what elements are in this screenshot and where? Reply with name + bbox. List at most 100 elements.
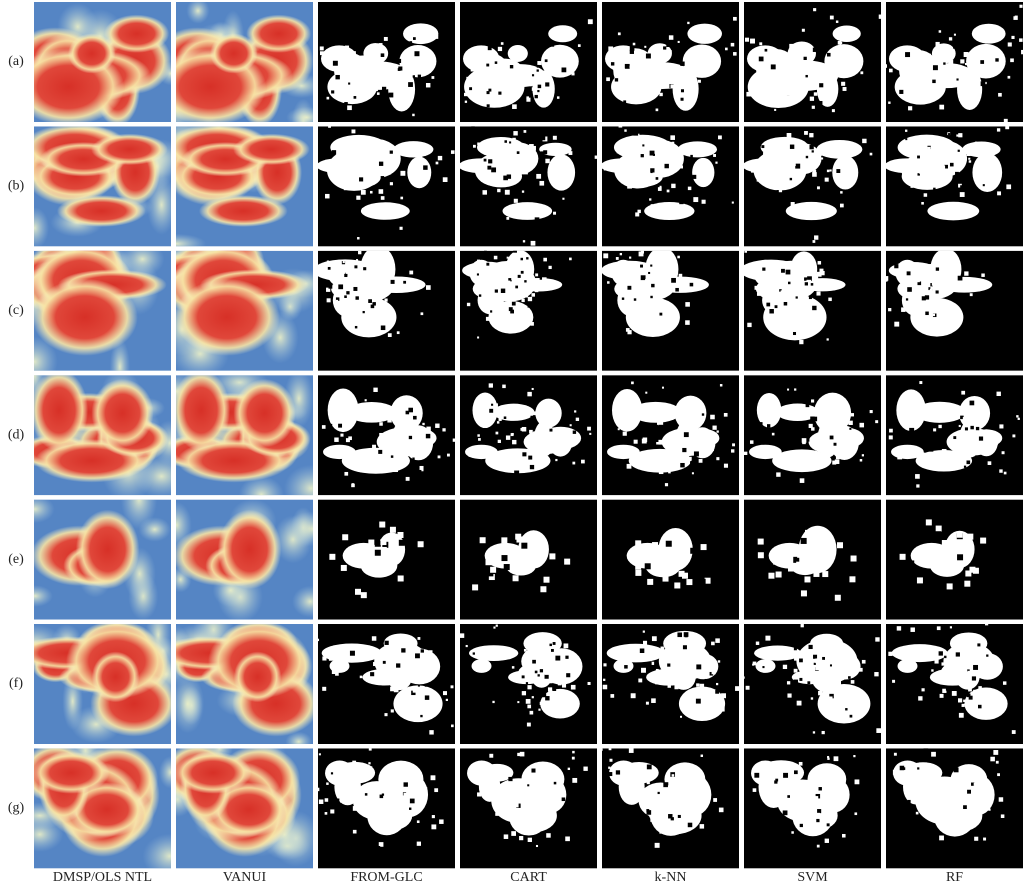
urban-pixel bbox=[862, 138, 867, 144]
urban-pixel bbox=[812, 47, 818, 52]
urban-pixel bbox=[988, 143, 991, 147]
urban-pixel bbox=[753, 406, 756, 410]
urban-pixel bbox=[730, 42, 735, 47]
urban-pixel bbox=[326, 298, 331, 303]
urban-pixel bbox=[783, 277, 788, 282]
urban-pixel bbox=[493, 626, 496, 629]
urban-pixel bbox=[522, 773, 528, 779]
urban-pixel bbox=[364, 140, 369, 145]
urban-pixel bbox=[948, 37, 953, 41]
urban-pixel bbox=[799, 339, 804, 345]
urban-pixel bbox=[861, 659, 866, 664]
urban-pixel bbox=[907, 287, 912, 292]
urban-pixel bbox=[369, 190, 373, 194]
urban-pixel bbox=[930, 167, 935, 171]
urban-pixel bbox=[428, 55, 432, 59]
urban-pixel bbox=[826, 782, 830, 786]
urban-pixel bbox=[335, 672, 339, 676]
urban-pixel bbox=[616, 144, 621, 149]
urban-pixel bbox=[565, 836, 570, 842]
urban-pixel bbox=[523, 464, 526, 467]
urban-pixel bbox=[671, 810, 676, 814]
urban-pixel bbox=[624, 794, 629, 798]
urban-pixel bbox=[638, 251, 644, 257]
urban-pixel bbox=[955, 652, 960, 657]
urban-pixel bbox=[553, 211, 557, 215]
urban-pixel bbox=[813, 654, 818, 659]
urban-pixel bbox=[603, 316, 609, 322]
urban-pixel bbox=[806, 67, 809, 71]
urban-pixel bbox=[359, 177, 364, 182]
tile bbox=[176, 250, 313, 371]
urban-pixel bbox=[787, 795, 791, 798]
urban-pixel bbox=[482, 190, 487, 195]
urban-pixel bbox=[417, 541, 424, 548]
urban-blob bbox=[671, 663, 696, 690]
urban-pixel bbox=[1003, 452, 1008, 456]
urban-pixel bbox=[571, 670, 576, 675]
urban-pixel bbox=[525, 64, 531, 70]
urban-pixel bbox=[644, 45, 647, 48]
urban-pixel bbox=[815, 812, 821, 818]
urban-pixel bbox=[516, 421, 520, 425]
urban-pixel bbox=[532, 659, 536, 664]
urban-pixel bbox=[802, 802, 807, 807]
tile bbox=[176, 126, 313, 247]
urban-pixel bbox=[544, 59, 548, 63]
urban-blob bbox=[488, 300, 534, 334]
urban-pixel bbox=[933, 428, 937, 432]
urban-pixel bbox=[680, 715, 683, 718]
urban-pixel bbox=[487, 165, 492, 170]
urban-pixel bbox=[886, 64, 888, 68]
urban-pixel bbox=[811, 674, 816, 679]
urban-pixel bbox=[352, 760, 357, 765]
urban-pixel bbox=[525, 331, 528, 334]
urban-pixel bbox=[976, 442, 981, 447]
urban-blob bbox=[936, 276, 993, 293]
urban-pixel bbox=[327, 266, 331, 270]
urban-pixel bbox=[834, 594, 841, 601]
urban-pixel bbox=[622, 29, 627, 34]
urban-pixel bbox=[370, 304, 375, 309]
light-blob bbox=[176, 375, 231, 452]
urban-pixel bbox=[351, 129, 356, 134]
urban-pixel bbox=[671, 644, 676, 649]
urban-pixel bbox=[344, 295, 347, 298]
urban-pixel bbox=[835, 20, 839, 23]
urban-blob bbox=[685, 428, 720, 448]
urban-pixel bbox=[359, 36, 363, 40]
halo bbox=[34, 585, 53, 607]
urban-pixel bbox=[540, 135, 546, 141]
urban-pixel bbox=[398, 539, 405, 546]
urban-pixel bbox=[374, 540, 381, 547]
urban-pixel bbox=[954, 780, 957, 784]
urban-pixel bbox=[563, 38, 567, 42]
urban-pixel bbox=[549, 428, 553, 432]
urban-pixel bbox=[488, 574, 495, 581]
urban-pixel bbox=[421, 452, 427, 458]
urban-pixel bbox=[345, 271, 349, 275]
urban-pixel bbox=[1003, 468, 1008, 473]
halo bbox=[34, 207, 50, 247]
urban-pixel bbox=[923, 193, 928, 197]
urban-pixel bbox=[504, 140, 507, 143]
urban-pixel bbox=[945, 786, 949, 790]
urban-pixel bbox=[913, 167, 917, 171]
urban-pixel bbox=[587, 19, 593, 25]
urban-pixel bbox=[917, 173, 920, 176]
urban-pixel bbox=[886, 278, 888, 282]
urban-pixel bbox=[973, 664, 979, 670]
urban-pixel bbox=[790, 151, 793, 155]
urban-pixel bbox=[816, 844, 820, 848]
urban-pixel bbox=[655, 432, 661, 438]
urban-pixel bbox=[485, 316, 490, 321]
urban-pixel bbox=[878, 14, 881, 19]
urban-pixel bbox=[1011, 730, 1016, 734]
urban-pixel bbox=[570, 54, 575, 58]
urban-pixel bbox=[626, 463, 632, 469]
urban-pixel bbox=[939, 62, 944, 67]
urban-pixel bbox=[785, 155, 791, 161]
urban-pixel bbox=[552, 135, 557, 140]
urban-pixel bbox=[533, 545, 540, 552]
urban-pixel bbox=[690, 547, 697, 554]
